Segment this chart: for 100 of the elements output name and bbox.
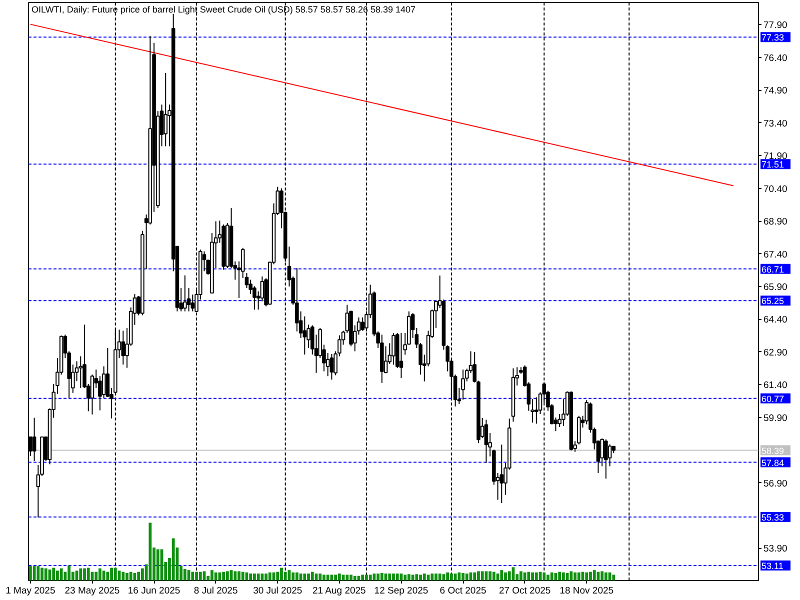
x-tick-label: 23 May 2025	[64, 586, 120, 596]
bar	[558, 572, 562, 580]
bar	[249, 574, 252, 580]
bar	[353, 576, 356, 580]
bar	[214, 572, 218, 580]
bar	[129, 572, 132, 580]
bar	[415, 574, 418, 580]
bar	[589, 572, 592, 580]
bar	[458, 572, 461, 580]
ref-line-label: 55.33	[762, 512, 784, 523]
bar	[534, 572, 538, 580]
bar	[346, 574, 349, 580]
bar	[106, 572, 110, 580]
bar	[566, 572, 569, 580]
bar	[404, 574, 407, 580]
x-tick-label: 6 Oct 2025	[440, 586, 486, 596]
bar	[56, 570, 59, 580]
bar	[28, 566, 32, 580]
bar	[86, 568, 90, 580]
bar	[310, 572, 314, 580]
y-tick-label: 61.40	[764, 380, 788, 392]
y-tick-label: 65.90	[764, 282, 788, 293]
y-tick-label: 64.40	[764, 314, 788, 326]
bar	[191, 572, 194, 580]
bar	[570, 571, 573, 580]
bar	[342, 574, 345, 580]
y-tick-label: 74.90	[764, 86, 788, 97]
ref-line-label: 57.84	[762, 458, 784, 468]
bar	[102, 570, 106, 580]
bar	[44, 568, 48, 580]
bar	[195, 572, 198, 580]
bar	[330, 574, 334, 580]
bar	[480, 571, 484, 580]
bar	[226, 571, 229, 580]
y-tick-label: 59.90	[764, 412, 788, 424]
candlestick	[534, 396, 538, 424]
bar	[295, 572, 298, 580]
bar	[40, 568, 44, 580]
y-tick-label: 68.90	[764, 216, 788, 228]
bar	[148, 522, 152, 580]
bar	[79, 568, 82, 580]
bar	[126, 572, 128, 580]
bar	[280, 568, 283, 580]
bar	[198, 572, 202, 580]
bar	[477, 571, 480, 580]
candlestick	[484, 419, 488, 464]
bar	[408, 574, 410, 580]
bar	[140, 568, 144, 580]
y-tick-label: 76.40	[764, 52, 788, 64]
bar	[365, 574, 368, 580]
bar	[284, 572, 287, 580]
ref-line-label: 65.25	[762, 296, 784, 306]
bar	[334, 574, 338, 580]
bar	[94, 572, 98, 580]
chart-title: OILWTI, Daily: Future price of barrel Light Sweet Crude Oil (USD) 58.57 58.57 58.26 58.39 1407	[32, 4, 416, 14]
candlestick	[392, 332, 396, 366]
bar	[574, 572, 576, 580]
candlestick	[121, 330, 126, 366]
bar	[218, 572, 222, 580]
bar	[438, 574, 442, 580]
bar	[318, 574, 322, 580]
bar	[350, 574, 352, 580]
bar	[52, 568, 56, 580]
bar	[234, 571, 237, 580]
y-tick-label: 56.90	[764, 478, 788, 490]
ref-line-label: 58.39	[762, 446, 784, 456]
bar	[376, 574, 380, 580]
bar	[326, 574, 330, 580]
bar	[604, 572, 608, 580]
x-tick-label: 16 Jun 2025	[128, 586, 180, 596]
y-tick-label: 73.40	[764, 118, 788, 130]
bar	[411, 574, 414, 580]
bar	[156, 549, 160, 580]
y-tick-label: 53.90	[764, 544, 788, 555]
x-tick-label: 12 Sep 2025	[374, 586, 428, 596]
bar	[492, 572, 496, 580]
x-tick-label: 18 Nov 2025	[560, 586, 614, 596]
bar	[388, 574, 392, 580]
ref-line-label: 60.77	[762, 394, 784, 404]
candlestick	[608, 444, 612, 467]
bar	[303, 574, 306, 580]
ref-line-label: 71.51	[762, 160, 784, 170]
bar	[462, 572, 464, 580]
bar	[83, 568, 86, 580]
bar	[264, 574, 268, 580]
bar	[276, 572, 280, 580]
x-tick-label: 8 Jul 2025	[194, 586, 238, 596]
candlestick	[164, 72, 168, 147]
candlestick	[500, 444, 504, 504]
candlestick	[461, 369, 465, 400]
bar	[473, 572, 476, 580]
bar	[122, 572, 125, 580]
y-tick-label: 67.40	[764, 249, 788, 260]
bar	[338, 574, 341, 580]
bar	[210, 570, 214, 580]
candlestick	[183, 274, 187, 312]
bar	[546, 574, 550, 580]
bar	[465, 574, 468, 580]
bar	[253, 574, 256, 580]
bar	[542, 572, 546, 580]
